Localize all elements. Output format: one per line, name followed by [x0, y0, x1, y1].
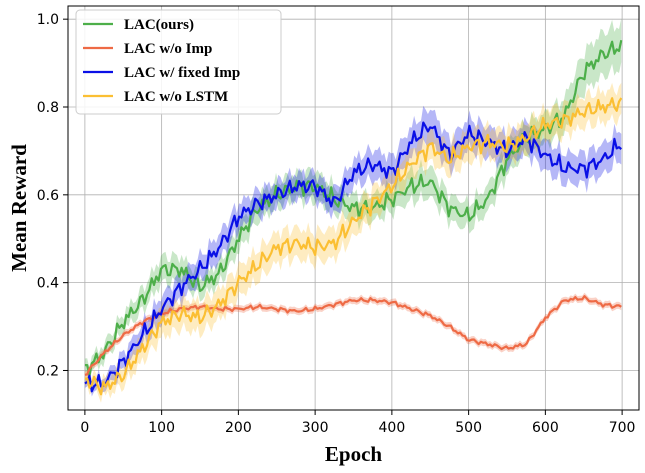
x-tick-label: 200 — [225, 420, 252, 436]
series-band — [84, 105, 622, 397]
x-tick-label: 600 — [532, 420, 559, 436]
series-band — [84, 82, 622, 403]
x-tick-label: 400 — [379, 420, 406, 436]
series-band — [84, 18, 622, 383]
x-tick-label: 100 — [148, 420, 175, 436]
axis-ticks: 0 100 200 300 400 500 600 700 0.2 0.4 0.6 0.8 1.0 — [37, 12, 636, 436]
x-tick-label: 0 — [80, 420, 89, 436]
legend-label: LAC w/ fixed Imp — [124, 65, 240, 81]
series-lines — [84, 39, 623, 396]
legend-label: LAC w/o LSTM — [124, 89, 228, 105]
series-line — [84, 121, 623, 393]
legend-label: LAC(ours) — [124, 17, 194, 33]
y-tick-label: 0.2 — [37, 363, 59, 379]
series-line — [84, 97, 623, 396]
y-tick-label: 0.4 — [37, 276, 59, 292]
y-tick-label: 1.0 — [37, 12, 59, 28]
y-tick-label: 0.6 — [37, 188, 59, 204]
y-tick-label: 0.8 — [37, 100, 59, 116]
legend-box — [75, 9, 282, 115]
x-tick-label: 700 — [609, 420, 636, 436]
legend-label: LAC w/o Imp — [124, 41, 212, 57]
plot-frame — [67, 5, 640, 411]
x-tick-label: 500 — [455, 420, 482, 436]
legend-items: LAC(ours) LAC w/o Imp LAC w/ fixed Imp LAC … — [83, 17, 240, 105]
x-tick-label: 300 — [302, 420, 329, 436]
y-axis-title: Mean Reward — [7, 144, 31, 272]
x-axis-title: Epoch — [325, 442, 383, 466]
legend: LAC(ours) LAC w/o Imp LAC w/ fixed Imp LAC … — [75, 9, 282, 115]
